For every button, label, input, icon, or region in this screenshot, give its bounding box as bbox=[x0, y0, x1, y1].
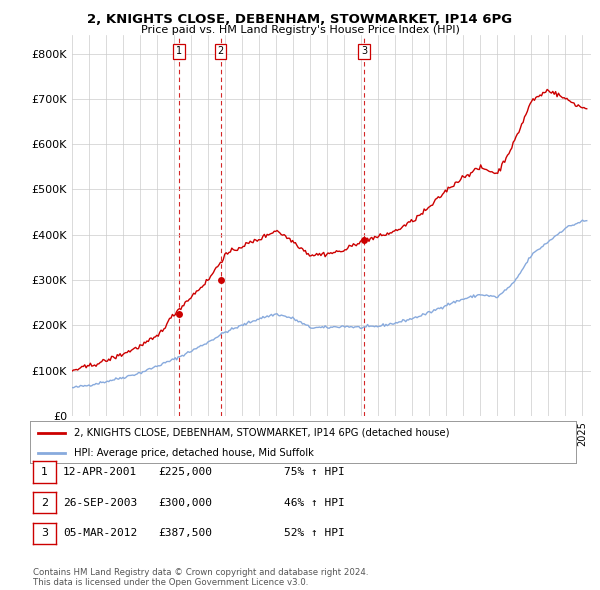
Text: £300,000: £300,000 bbox=[158, 498, 212, 507]
Text: 3: 3 bbox=[361, 47, 367, 57]
Text: £225,000: £225,000 bbox=[158, 467, 212, 477]
Text: £387,500: £387,500 bbox=[158, 529, 212, 538]
Text: 1: 1 bbox=[41, 467, 48, 477]
Text: 52% ↑ HPI: 52% ↑ HPI bbox=[284, 529, 344, 538]
Text: 2: 2 bbox=[41, 498, 48, 507]
Text: 12-APR-2001: 12-APR-2001 bbox=[63, 467, 137, 477]
Text: 75% ↑ HPI: 75% ↑ HPI bbox=[284, 467, 344, 477]
Text: 05-MAR-2012: 05-MAR-2012 bbox=[63, 529, 137, 538]
Text: 26-SEP-2003: 26-SEP-2003 bbox=[63, 498, 137, 507]
Text: 3: 3 bbox=[41, 529, 48, 538]
Text: Price paid vs. HM Land Registry's House Price Index (HPI): Price paid vs. HM Land Registry's House … bbox=[140, 25, 460, 35]
Text: 1: 1 bbox=[176, 47, 182, 57]
Text: 46% ↑ HPI: 46% ↑ HPI bbox=[284, 498, 344, 507]
Text: 2, KNIGHTS CLOSE, DEBENHAM, STOWMARKET, IP14 6PG: 2, KNIGHTS CLOSE, DEBENHAM, STOWMARKET, … bbox=[88, 13, 512, 26]
Text: Contains HM Land Registry data © Crown copyright and database right 2024.
This d: Contains HM Land Registry data © Crown c… bbox=[33, 568, 368, 587]
Text: HPI: Average price, detached house, Mid Suffolk: HPI: Average price, detached house, Mid … bbox=[74, 448, 314, 457]
Text: 2: 2 bbox=[217, 47, 224, 57]
Text: 2, KNIGHTS CLOSE, DEBENHAM, STOWMARKET, IP14 6PG (detached house): 2, KNIGHTS CLOSE, DEBENHAM, STOWMARKET, … bbox=[74, 428, 449, 438]
